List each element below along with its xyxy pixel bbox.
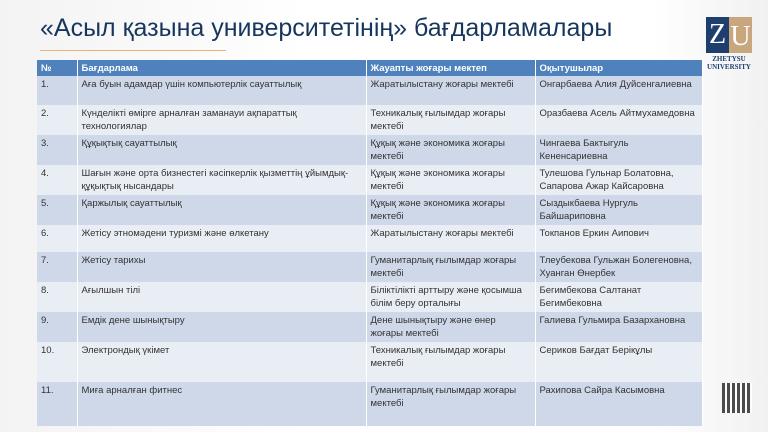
table-row: 3. Құқықтық сауаттылық Құқық және экономик… — [37, 135, 703, 165]
table-cell: Галиева Гульмира Базархановна — [535, 312, 703, 342]
table-cell: Техникалық ғылымдар жоғары мектебі — [366, 342, 536, 382]
table-cell: Чингаева Бактыгуль Кененсариевна — [535, 135, 703, 165]
table-cell: 9. — [37, 312, 78, 342]
table-cell: 6. — [37, 225, 78, 252]
column-header: Оқытушылар — [535, 60, 703, 76]
table-cell: Бегимбекова Салтанат Бегимбековна — [535, 282, 703, 312]
title-underline — [40, 50, 226, 51]
table-cell: Дене шынықтыру және өнер жоғары мектебі — [366, 312, 536, 342]
table-row: 4. Шағын және орта бизнестегі кәсіпкерлік… — [37, 165, 703, 195]
table-cell: Қаржылық сауаттылық — [77, 195, 367, 225]
table-cell: Күнделікті өмірге арналған заманауи ақпа… — [77, 105, 367, 135]
table-cell: Жетісу тарихы — [77, 252, 367, 282]
table-cell: Рахипова Сайра Касымовна — [535, 382, 703, 426]
table-cell: 4. — [37, 165, 78, 195]
table-cell: Гуманитарлық ғылымдар жоғары мектебі — [366, 252, 536, 282]
table-cell: Тулешова Гульнар Болатовна, Сапарова Ажа… — [535, 165, 703, 195]
table-row: 7. Жетісу тарихы Гуманитарлық ғылымдар жоғ… — [37, 252, 703, 282]
table-cell: Гуманитарлық ғылымдар жоғары мектебі — [366, 382, 536, 426]
table-cell: Біліктілікті арттыру және қосымша білім … — [366, 282, 536, 312]
table-cell: Тлеубекова Гульжан Болегеновна, Хуанган … — [535, 252, 703, 282]
table-cell: Шағын және орта бизнестегі кәсіпкерлік қ… — [77, 165, 367, 195]
table-cell: Сыздыкбаева Нургуль Байшариповна — [535, 195, 703, 225]
table-cell: Жетісу этномәдени туризмі және өлкетану — [77, 225, 367, 252]
table-cell: 1. — [37, 76, 78, 105]
table-cell: Оразбаева Асель Айтмухамедовна — [535, 105, 703, 135]
table-cell: Жаратылыстану жоғары мектебі — [366, 76, 536, 105]
table-cell: 10. — [37, 342, 78, 382]
table-cell: Техникалық ғылымдар жоғары мектебі — [366, 105, 536, 135]
table-cell: Электрондық үкімет — [77, 342, 367, 382]
table-cell: 11. — [37, 382, 78, 426]
table-cell: Аға буын адамдар үшін компьютерлік сауат… — [77, 76, 367, 105]
table-row: 5. Қаржылық сауаттылық Құқық және экономик… — [37, 195, 703, 225]
table-cell: Құқықтық сауаттылық — [77, 135, 367, 165]
table-cell: Сериков Бағдат Берікұлы — [535, 342, 703, 382]
table-cell: Емдік дене шынықтыру — [77, 312, 367, 342]
table-row: 6. Жетісу этномәдени туризмі және өлкетан… — [37, 225, 703, 252]
slide-title: «Асыл қазына университетінің» бағдарлама… — [40, 14, 613, 42]
table-cell: Токпанов Еркин Аипович — [535, 225, 703, 252]
qr-code — [722, 383, 752, 413]
table-cell: Құқық және экономика жоғары мектебі — [366, 165, 536, 195]
programs-table: № Бағдарлама Жауапты жоғары мектеп Оқытушыл… — [37, 60, 703, 426]
table-row: 10. Электрондық үкімет Техникалық ғылымдар… — [37, 342, 703, 382]
column-header: Бағдарлама — [77, 60, 367, 76]
table-row: 8. Ағылшын тілі Біліктілікті арттыру және … — [37, 282, 703, 312]
table-cell: Ағылшын тілі — [77, 282, 367, 312]
table-cell: 3. — [37, 135, 78, 165]
column-header: Жауапты жоғары мектеп — [366, 60, 536, 76]
table-row: 1. Аға буын адамдар үшін компьютерлік сау… — [37, 76, 703, 105]
table-cell: Құқық және экономика жоғары мектебі — [366, 135, 536, 165]
table-cell: 5. — [37, 195, 78, 225]
table-cell: Миға арналған фитнес — [77, 382, 367, 426]
table-row: 9. Емдік дене шынықтыру Дене шынықтыру жән… — [37, 312, 703, 342]
table-row: 2. Күнделікті өмірге арналған заманауи ақ… — [37, 105, 703, 135]
table-cell: Құқық және экономика жоғары мектебі — [366, 195, 536, 225]
table-cell: Онгарбаева Алия Дуйсенгалиевна — [535, 76, 703, 105]
table-cell: 7. — [37, 252, 78, 282]
table-cell: 2. — [37, 105, 78, 135]
table-row: 11. Миға арналған фитнес Гуманитарлық ғылы… — [37, 382, 703, 426]
table-cell: 8. — [37, 282, 78, 312]
column-header: № — [37, 60, 78, 76]
table-cell: Жаратылыстану жоғары мектебі — [366, 225, 536, 252]
